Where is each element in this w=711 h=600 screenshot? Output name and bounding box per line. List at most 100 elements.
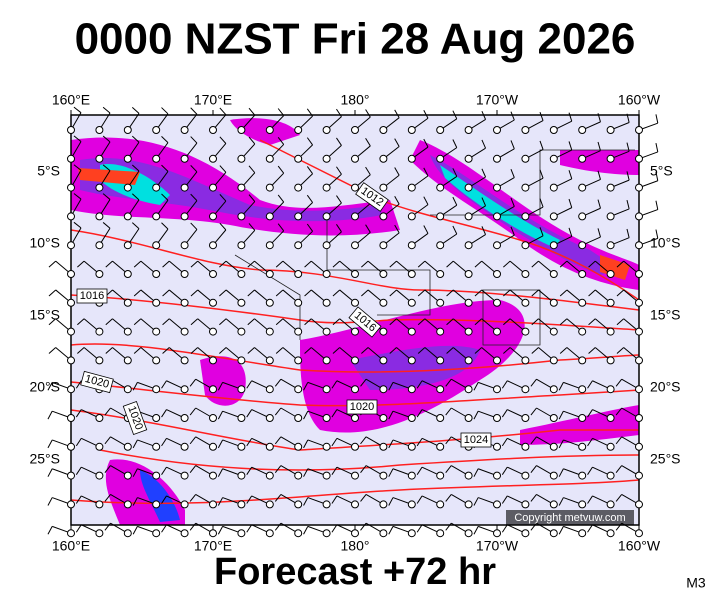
station bbox=[294, 183, 303, 192]
station bbox=[237, 298, 246, 307]
station bbox=[322, 500, 331, 509]
barb-feather bbox=[558, 382, 564, 391]
station bbox=[237, 529, 246, 538]
barb-feather bbox=[132, 526, 138, 535]
barb-feather bbox=[503, 260, 511, 268]
station bbox=[578, 241, 587, 250]
barb-feather bbox=[275, 318, 284, 326]
barb-feather bbox=[189, 465, 197, 473]
barb-feather bbox=[531, 260, 539, 268]
barb-feather bbox=[445, 407, 452, 416]
station bbox=[407, 126, 416, 134]
barb-feather bbox=[77, 318, 85, 326]
barb-feather bbox=[446, 347, 454, 354]
station bbox=[407, 356, 416, 365]
station bbox=[265, 327, 274, 336]
station bbox=[464, 212, 473, 221]
barb-feather bbox=[303, 468, 309, 477]
station bbox=[294, 327, 303, 336]
station bbox=[351, 385, 359, 394]
station bbox=[407, 500, 416, 509]
barb-feather bbox=[452, 225, 458, 235]
barb-feather bbox=[452, 110, 458, 120]
barb-feather bbox=[394, 224, 400, 234]
station bbox=[237, 356, 246, 365]
station bbox=[493, 298, 501, 307]
isobar-label-box bbox=[355, 182, 389, 212]
barb-feather bbox=[510, 226, 515, 236]
forecast-label: Forecast +72 hr bbox=[214, 551, 496, 593]
barb-feather bbox=[161, 524, 167, 533]
bottom-lon-label: 180° bbox=[341, 538, 370, 554]
station bbox=[152, 414, 161, 422]
barb-feather bbox=[219, 318, 227, 326]
barb-feather bbox=[503, 318, 511, 326]
station bbox=[464, 500, 473, 509]
barb-feather bbox=[190, 289, 199, 297]
barb-feather bbox=[189, 407, 197, 416]
barb-feather bbox=[510, 111, 515, 121]
station bbox=[67, 385, 75, 394]
barb-feather bbox=[558, 497, 564, 506]
barb-feather bbox=[161, 107, 169, 115]
station bbox=[123, 212, 132, 221]
barb-feather bbox=[336, 224, 342, 233]
station bbox=[294, 154, 303, 163]
station bbox=[123, 500, 132, 509]
barb-feather bbox=[306, 194, 313, 203]
station bbox=[578, 500, 587, 509]
station bbox=[379, 529, 388, 538]
barb-feather bbox=[417, 289, 426, 297]
barb-feather bbox=[473, 382, 479, 391]
station bbox=[209, 327, 217, 336]
station bbox=[493, 270, 501, 278]
barb-feather bbox=[568, 141, 573, 151]
barb-feather bbox=[217, 526, 224, 535]
right-lat-label: 10°S bbox=[650, 235, 681, 251]
barb-feather bbox=[559, 318, 568, 326]
station bbox=[209, 414, 217, 422]
top-lon-label: 160°E bbox=[52, 92, 90, 108]
right-lat-label: 5°S bbox=[650, 163, 673, 179]
barb-feather bbox=[75, 380, 82, 389]
station bbox=[265, 471, 274, 480]
barb-feather bbox=[416, 524, 423, 533]
barb-feather bbox=[446, 289, 454, 297]
barb-feather bbox=[452, 168, 458, 177]
barb-feather bbox=[365, 138, 371, 147]
barb-feather bbox=[531, 289, 539, 297]
bottom-lon-label: 160°W bbox=[618, 538, 661, 554]
barb-feather bbox=[423, 225, 429, 234]
station bbox=[351, 241, 359, 250]
station bbox=[209, 126, 217, 134]
station bbox=[95, 356, 104, 365]
barb-feather bbox=[277, 108, 285, 116]
barb-feather bbox=[336, 166, 342, 175]
right-lat-label: 25°S bbox=[650, 451, 681, 467]
barb-feather bbox=[304, 260, 312, 268]
barb-feather bbox=[626, 171, 630, 181]
station bbox=[549, 356, 558, 365]
station bbox=[237, 471, 246, 480]
barb-feather bbox=[277, 136, 285, 145]
left-lat-label: 5°S bbox=[37, 163, 60, 179]
barb-feather bbox=[246, 466, 253, 475]
barb-feather bbox=[539, 198, 544, 208]
station bbox=[464, 298, 473, 307]
barb-feather bbox=[588, 289, 596, 297]
station bbox=[322, 212, 331, 221]
station bbox=[549, 270, 558, 278]
barb-feather bbox=[47, 497, 53, 506]
barb-feather bbox=[48, 347, 57, 354]
station bbox=[635, 212, 643, 221]
station bbox=[578, 414, 587, 422]
barb-feather bbox=[219, 136, 227, 144]
barb-feather bbox=[445, 436, 452, 445]
station bbox=[294, 414, 303, 422]
barb-feather bbox=[274, 436, 282, 445]
barb-feather bbox=[597, 199, 601, 209]
station bbox=[67, 356, 75, 365]
barb-feather bbox=[275, 347, 284, 354]
station bbox=[549, 529, 558, 538]
